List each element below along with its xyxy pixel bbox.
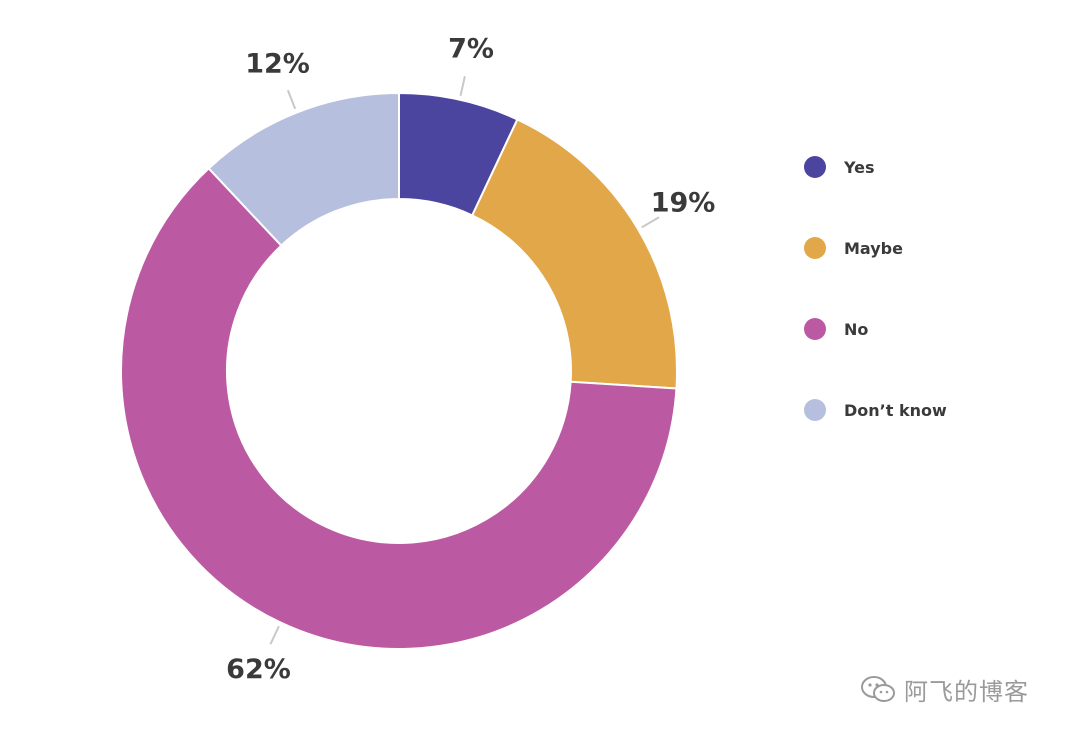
legend-label-maybe: Maybe	[844, 238, 903, 258]
legend-swatch-dont-know	[804, 399, 826, 421]
legend-item-maybe: Maybe	[804, 233, 1034, 263]
legend-swatch-yes	[804, 156, 826, 178]
leader-line-no	[269, 625, 280, 645]
leader-line-yes	[459, 76, 466, 97]
legend-swatch-maybe	[804, 237, 826, 259]
slice-maybe	[470, 118, 678, 390]
leader-line-maybe	[641, 216, 660, 229]
legend-label-no: No	[844, 319, 869, 339]
data-label-yes: 7%	[448, 33, 494, 64]
data-label-maybe: 19%	[651, 188, 716, 219]
data-label-don-t-know: 12%	[245, 49, 310, 80]
legend-item-yes: Yes	[804, 152, 1034, 182]
data-label-no: 62%	[226, 654, 291, 685]
legend-item-no: No	[804, 314, 1034, 344]
wechat-icon	[861, 675, 895, 702]
watermark: 阿飞的博客	[860, 672, 1029, 707]
legend-label-dont-know: Don’t know	[844, 400, 947, 420]
chart-legend: Yes Maybe No Don’t know	[804, 152, 1034, 476]
watermark-text: 阿飞的博客	[904, 678, 1029, 706]
legend-label-yes: Yes	[844, 157, 875, 177]
legend-swatch-no	[804, 318, 826, 340]
leader-line-don-t-know	[286, 89, 297, 110]
legend-item-dont-know: Don’t know	[804, 395, 1034, 425]
slice-don-t-know	[207, 91, 400, 248]
slice-no	[120, 166, 678, 650]
